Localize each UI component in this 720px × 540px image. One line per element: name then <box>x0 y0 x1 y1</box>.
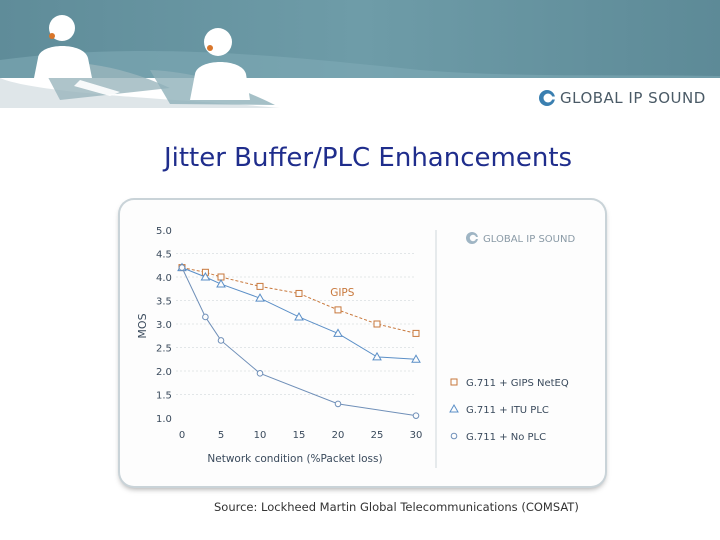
legend-label: G.711 + GIPS NetEQ <box>466 378 569 389</box>
chart-watermark-text: GLOBAL IP SOUND <box>483 234 575 245</box>
data-point <box>333 328 343 337</box>
person-left-icon <box>34 15 92 78</box>
y-tick-label: 2.5 <box>156 344 172 355</box>
data-point <box>450 432 458 440</box>
x-tick-label: 30 <box>410 430 423 441</box>
header-banner <box>0 0 720 112</box>
data-point <box>216 279 226 288</box>
y-tick-label: 3.5 <box>156 297 172 308</box>
y-tick-label: 4.0 <box>156 273 172 284</box>
data-point <box>412 329 420 337</box>
chart-grid <box>176 253 416 395</box>
data-point <box>217 337 225 344</box>
slide-title: Jitter Buffer/PLC Enhancements <box>163 143 573 173</box>
data-point <box>256 282 264 290</box>
headset-left-icon <box>49 33 55 39</box>
chart-series: GIPS <box>177 262 421 419</box>
data-point <box>255 293 265 302</box>
x-tick-label: 15 <box>293 430 306 441</box>
chart-legend: G.711 + GIPS NetEQ G.711 + ITU PLC G.711 +… <box>449 378 569 443</box>
gips-logo-icon <box>539 90 556 106</box>
data-point <box>256 370 264 377</box>
chart-panel: GLOBAL IP SOUND 5.0 4.5 4.0 3.5 3.0 2.5 2.0 1.5… <box>120 200 605 486</box>
y-tick-label: 4.5 <box>156 250 172 261</box>
data-point <box>294 311 304 321</box>
legend-label: G.711 + No PLC <box>466 432 546 443</box>
y-tick-label: 2.0 <box>156 367 172 378</box>
y-tick-label: 1.5 <box>156 391 172 402</box>
data-point <box>373 320 381 328</box>
y-tick-label: 3.0 <box>156 320 172 331</box>
brand-logo: GLOBAL IP SOUND <box>538 86 706 110</box>
data-point <box>412 412 420 419</box>
chart-watermark: GLOBAL IP SOUND <box>466 232 575 245</box>
data-point <box>178 264 186 271</box>
data-point <box>411 354 421 363</box>
data-point <box>372 351 382 361</box>
x-tick-label: 10 <box>254 430 267 441</box>
x-tick-label: 20 <box>332 430 345 441</box>
data-point <box>450 378 458 386</box>
brand-name: GLOBAL IP SOUND <box>560 89 706 107</box>
chart-annotation: GIPS <box>330 287 355 299</box>
y-tick-label: 1.0 <box>156 414 172 425</box>
x-tick-label: 5 <box>218 430 224 441</box>
source-note: Source: Lockheed Martin Global Telecommu… <box>214 500 579 514</box>
series-line <box>181 267 417 417</box>
data-point <box>449 403 459 413</box>
headset-right-icon <box>207 45 213 51</box>
data-point <box>200 271 211 281</box>
mos-chart: GLOBAL IP SOUND 5.0 4.5 4.0 3.5 3.0 2.5 2.0 1.5… <box>136 226 575 468</box>
legend-label: G.711 + ITU PLC <box>466 405 549 416</box>
y-tick-label: 5.0 <box>156 226 172 237</box>
x-axis-label: Network condition (%Packet loss) <box>207 453 382 465</box>
data-point <box>295 289 303 297</box>
data-point <box>334 306 342 314</box>
x-tick-label: 0 <box>179 430 185 441</box>
x-tick-label: 25 <box>371 430 384 441</box>
y-axis-label: MOS <box>136 313 149 338</box>
data-point <box>202 313 209 321</box>
data-point <box>334 400 342 408</box>
chart-axes: 5.0 4.5 4.0 3.5 3.0 2.5 2.0 1.5 1.0 0 5 10 15 20 25 30 <box>156 226 422 441</box>
